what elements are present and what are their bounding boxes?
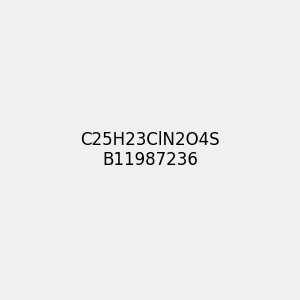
Text: C25H23ClN2O4S
B11987236: C25H23ClN2O4S B11987236 (80, 130, 220, 170)
